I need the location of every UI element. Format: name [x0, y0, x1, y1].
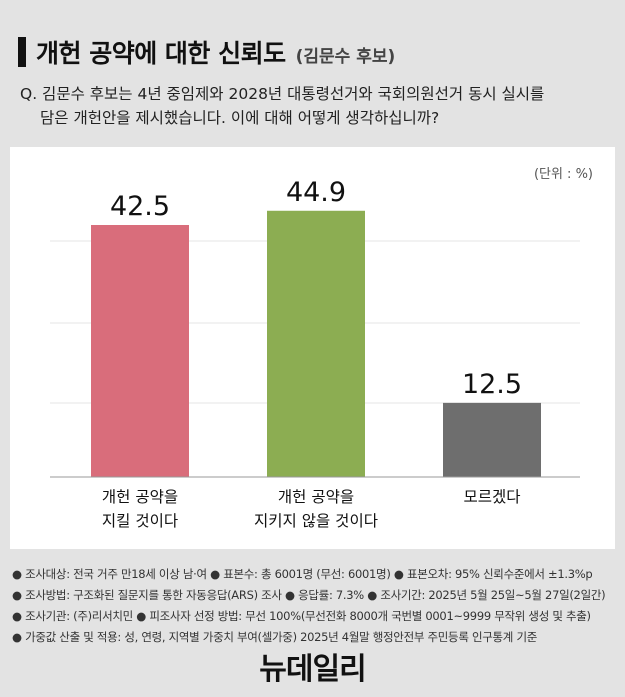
page-title: 개헌 공약에 대한 신뢰도	[36, 39, 286, 68]
survey-question: Q. 김문수 후보는 4년 중임제와 2028년 대통령선거와 국회의원선거 동…	[20, 82, 610, 130]
data-label: 12.5	[462, 369, 522, 400]
category-label: 개헌 공약을	[102, 488, 178, 506]
title-row: 개헌 공약에 대한 신뢰도 (김문수 후보)	[18, 34, 395, 70]
category-label: 개헌 공약을	[278, 488, 354, 506]
survey-notes: ● 조사대상: 전국 거주 만18세 이상 남·여 ● 표본수: 총 6001명…	[12, 564, 617, 648]
note-line: ● 조사대상: 전국 거주 만18세 이상 남·여 ● 표본수: 총 6001명…	[12, 567, 593, 581]
category-label: 지킬 것이다	[102, 512, 178, 530]
note-line: ● 가중값 산출 및 적용: 성, 연령, 지역별 가중치 부여(셀가중) 20…	[12, 630, 538, 644]
data-label: 42.5	[110, 191, 170, 222]
category-label: 지키지 않을 것이다	[254, 512, 378, 530]
unit-label: (단위 : %)	[533, 167, 593, 182]
bar	[443, 402, 541, 477]
title-accent-bar	[18, 37, 26, 67]
question-line-1: Q. 김문수 후보는 4년 중임제와 2028년 대통령선거와 국회의원선거 동…	[20, 85, 545, 103]
question-line-2: 담은 개헌안을 제시했습니다. 이에 대해 어떻게 생각하십니까?	[40, 109, 440, 127]
note-line: ● 조사방법: 구조화된 질문지를 통한 자동응답(ARS) 조사 ● 응답률:…	[12, 588, 606, 602]
data-label: 44.9	[286, 177, 346, 208]
bar	[91, 225, 189, 477]
brand-logo: 뉴데일리	[259, 652, 366, 687]
note-line: ● 조사기관: (주)리서치민 ● 피조사자 선정 방법: 무선 100%(무선…	[12, 609, 591, 623]
page-subtitle: (김문수 후보)	[295, 46, 396, 67]
category-label: 모르겠다	[463, 488, 520, 506]
bar	[267, 210, 365, 477]
